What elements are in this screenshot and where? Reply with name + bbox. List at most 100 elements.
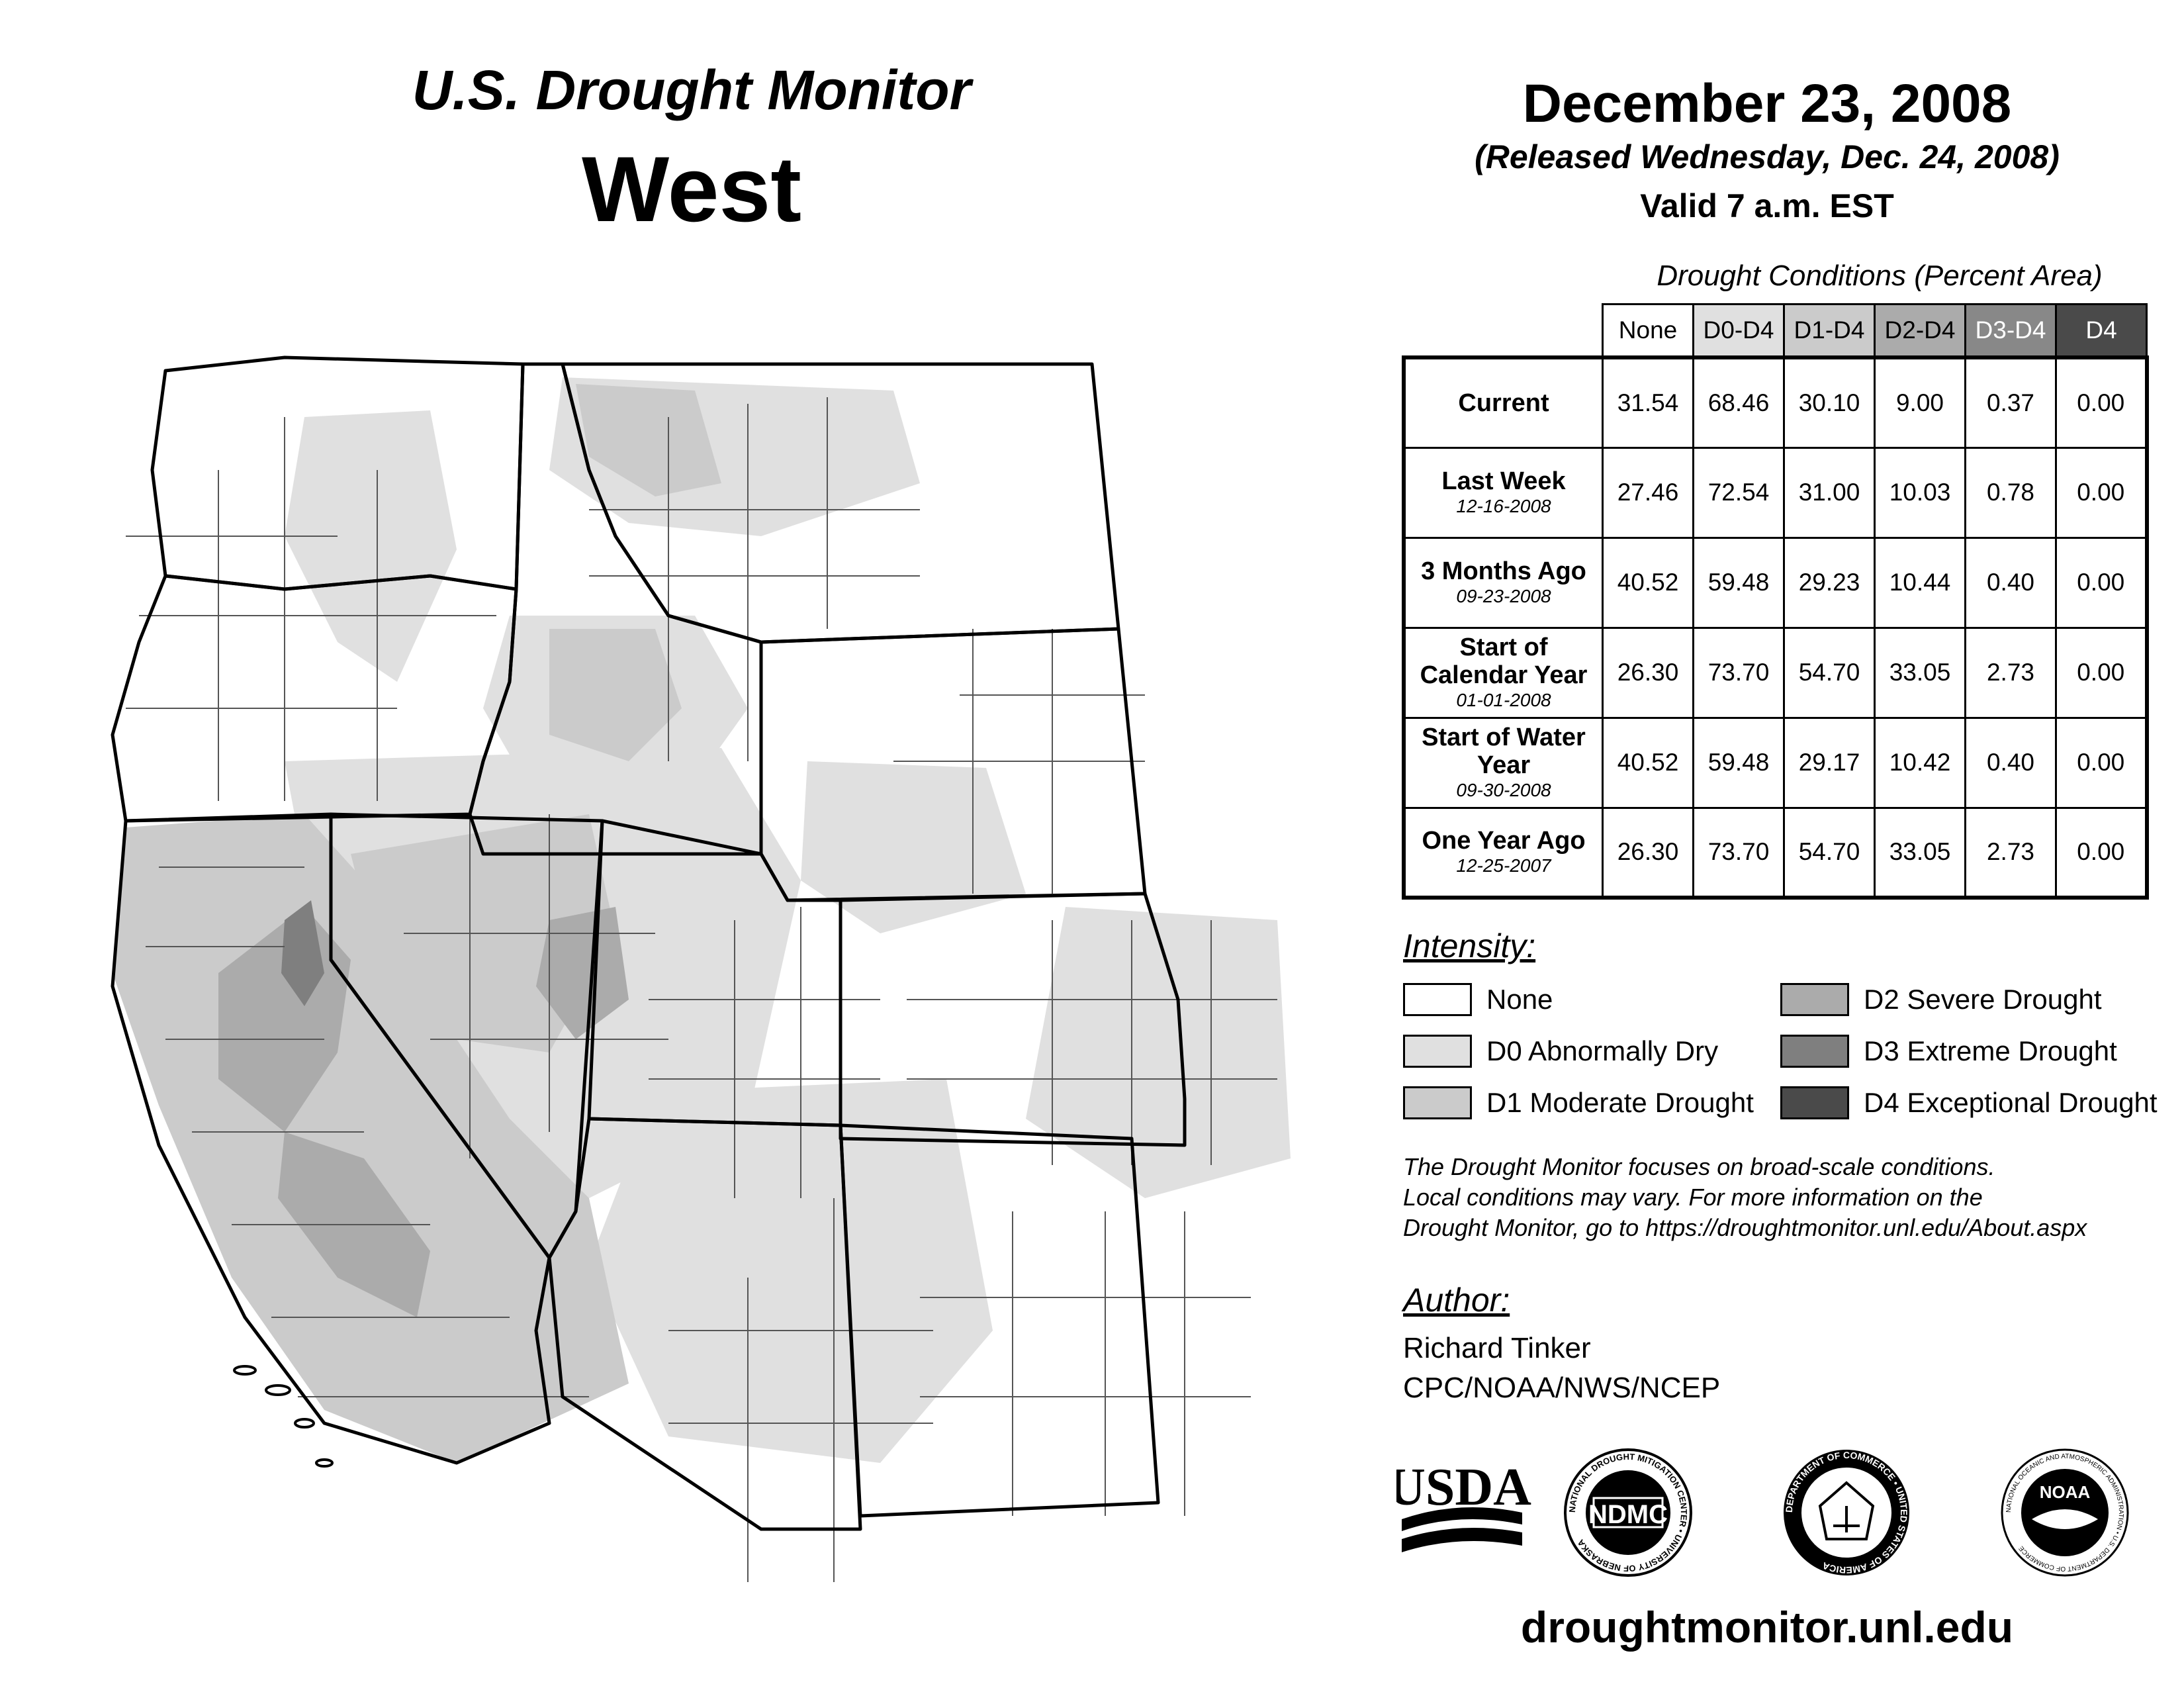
legend-item-d1: D1 Moderate Drought bbox=[1403, 1084, 1754, 1121]
table-cell: 0.40 bbox=[1964, 716, 2057, 809]
row-date: 12-25-2007 bbox=[1456, 855, 1551, 876]
legend-item-none: None bbox=[1403, 981, 1553, 1018]
disclaimer-note: The Drought Monitor focuses on broad-sca… bbox=[1403, 1152, 2171, 1243]
table-cell: 54.70 bbox=[1783, 806, 1876, 899]
map-date: December 23, 2008 bbox=[1522, 73, 2012, 134]
montana-border bbox=[561, 362, 1120, 644]
legend-swatch bbox=[1780, 1035, 1849, 1068]
table-cell: 73.70 bbox=[1692, 626, 1785, 719]
legend-item-d2: D2 Severe Drought bbox=[1780, 981, 2102, 1018]
table-cell: 26.30 bbox=[1602, 806, 1694, 899]
row-date: 01-01-2008 bbox=[1456, 690, 1551, 710]
table-cell: 59.48 bbox=[1692, 716, 1785, 809]
d1-area-idaho-central bbox=[549, 629, 682, 761]
ndmc-logo: NDMC NATIONAL DROUGHT MITIGATION CENTER … bbox=[1564, 1448, 1692, 1577]
department-of-commerce-seal: DEPARTMENT OF COMMERCE • UNITED STATES O… bbox=[1784, 1450, 1909, 1575]
row-label: Current bbox=[1402, 356, 1604, 449]
drought-areas bbox=[113, 377, 1291, 1463]
table-row: Start of Calendar Year 01-01-2008 26.30 73.… bbox=[1402, 626, 2148, 719]
row-label-text: Start of Water Year bbox=[1422, 724, 1586, 779]
d1-area-montana-west bbox=[576, 384, 721, 496]
table-row: 3 Months Ago 09-23-2008 40.52 59.48 29.23 10.… bbox=[1402, 536, 2148, 629]
table-cell: 31.00 bbox=[1783, 446, 1876, 539]
note-line: Drought Monitor, go to https://droughtmo… bbox=[1403, 1214, 2087, 1241]
release-date: (Released Wednesday, Dec. 24, 2008) bbox=[1475, 138, 2060, 175]
row-label: Last Week 12-16-2008 bbox=[1402, 446, 1604, 539]
row-label: One Year Ago 12-25-2007 bbox=[1402, 806, 1604, 899]
table-cell: 10.44 bbox=[1874, 536, 1966, 629]
usda-logo-text: USDA bbox=[1396, 1458, 1531, 1517]
note-line: Local conditions may vary. For more info… bbox=[1403, 1184, 1983, 1211]
table-cell: 40.52 bbox=[1602, 716, 1694, 809]
col-d3-d4: D3-D4 bbox=[1964, 303, 2057, 359]
table-cell: 10.03 bbox=[1874, 446, 1966, 539]
county-lines bbox=[126, 397, 1277, 1582]
map-subtitle: U.S. Drought Monitor bbox=[412, 59, 972, 121]
author-organization: CPC/NOAA/NWS/NCEP bbox=[1403, 1372, 1721, 1404]
valid-time: Valid 7 a.m. EST bbox=[1640, 187, 1894, 224]
col-none: None bbox=[1602, 303, 1694, 359]
col-d4: D4 bbox=[2055, 303, 2148, 359]
d0-area-northwest bbox=[285, 410, 457, 682]
d0-area-wyoming-south bbox=[801, 761, 1026, 933]
table-cell: 33.05 bbox=[1874, 626, 1966, 719]
legend-label: None bbox=[1486, 984, 1553, 1015]
d2-area-nevada-east bbox=[536, 907, 629, 1039]
table-cell: 0.40 bbox=[1964, 536, 2057, 629]
author-name: Richard Tinker bbox=[1403, 1332, 1591, 1364]
table-cell: 27.46 bbox=[1602, 446, 1694, 539]
table-cell: 68.46 bbox=[1692, 356, 1785, 449]
author-heading: Author: bbox=[1403, 1282, 1510, 1319]
table-cell: 0.00 bbox=[2055, 716, 2148, 809]
table-cell: 0.00 bbox=[2055, 536, 2148, 629]
legend-swatch bbox=[1403, 1086, 1472, 1119]
legend-item-d0: D0 Abnormally Dry bbox=[1403, 1033, 1718, 1070]
legend-label: D3 Extreme Drought bbox=[1864, 1035, 2117, 1066]
d0-area-four-corners bbox=[589, 1079, 993, 1463]
new-mexico-border bbox=[839, 1123, 1160, 1518]
table-cell: 0.00 bbox=[2055, 626, 2148, 719]
row-date: 09-23-2008 bbox=[1456, 586, 1551, 606]
legend-label: D4 Exceptional Drought bbox=[1864, 1087, 2158, 1118]
row-label-text: Current bbox=[1458, 389, 1549, 417]
legend-title: Intensity: bbox=[1403, 927, 1536, 964]
table-caption: Drought Conditions (Percent Area) bbox=[1657, 259, 2103, 292]
legend-label: D2 Severe Drought bbox=[1864, 984, 2102, 1015]
table-cell: 0.37 bbox=[1964, 356, 2057, 449]
table-cell: 0.78 bbox=[1964, 446, 2057, 539]
agency-logos: USDA NDMC NATIONAL DROUGHT MITIGATION CE… bbox=[1396, 1448, 2129, 1577]
noaa-logo-text: NOAA bbox=[2040, 1482, 2091, 1502]
table-cell: 0.00 bbox=[2055, 806, 2148, 899]
channel-islands bbox=[233, 1365, 334, 1468]
legend-swatch bbox=[1403, 1035, 1472, 1068]
row-date: 12-16-2008 bbox=[1456, 496, 1551, 516]
table-cell: 0.00 bbox=[2055, 446, 2148, 539]
row-label-text: Start of Calendar Year bbox=[1420, 633, 1588, 689]
table-cell: 29.17 bbox=[1783, 716, 1876, 809]
legend-label: D0 Abnormally Dry bbox=[1486, 1035, 1719, 1066]
website-url[interactable]: droughtmonitor.unl.edu bbox=[1520, 1603, 2014, 1652]
d3-area-northeast-california bbox=[281, 900, 324, 1006]
map-title: West bbox=[582, 137, 801, 241]
table-cell: 40.52 bbox=[1602, 536, 1694, 629]
row-label-text: One Year Ago bbox=[1422, 827, 1586, 855]
drought-map bbox=[111, 355, 1291, 1582]
usda-logo: USDA bbox=[1396, 1458, 1531, 1552]
table-row: Last Week 12-16-2008 27.46 72.54 31.00 10.03 0… bbox=[1402, 446, 2148, 539]
legend-swatch bbox=[1780, 1086, 1849, 1119]
table-cell: 31.54 bbox=[1602, 356, 1694, 449]
table-cell: 30.10 bbox=[1783, 356, 1876, 449]
legend-item-d3: D3 Extreme Drought bbox=[1780, 1033, 2117, 1070]
row-label-text: 3 Months Ago bbox=[1421, 557, 1586, 585]
table-cell: 59.48 bbox=[1692, 536, 1785, 629]
col-d2-d4: D2-D4 bbox=[1874, 303, 1966, 359]
table-cell: 2.73 bbox=[1964, 806, 2057, 899]
table-row: Start of Water Year 09-30-2008 40.52 59.48 2… bbox=[1402, 716, 2148, 809]
table-row: Current 31.54 68.46 30.10 9.00 0.37 0.00 bbox=[1402, 356, 2148, 449]
col-d1-d4: D1-D4 bbox=[1783, 303, 1876, 359]
row-label: Start of Water Year 09-30-2008 bbox=[1402, 716, 1604, 809]
table-cell: 10.42 bbox=[1874, 716, 1966, 809]
table-cell: 2.73 bbox=[1964, 626, 2057, 719]
row-label: Start of Calendar Year 01-01-2008 bbox=[1402, 626, 1604, 719]
legend-item-d4: D4 Exceptional Drought bbox=[1780, 1084, 2158, 1121]
